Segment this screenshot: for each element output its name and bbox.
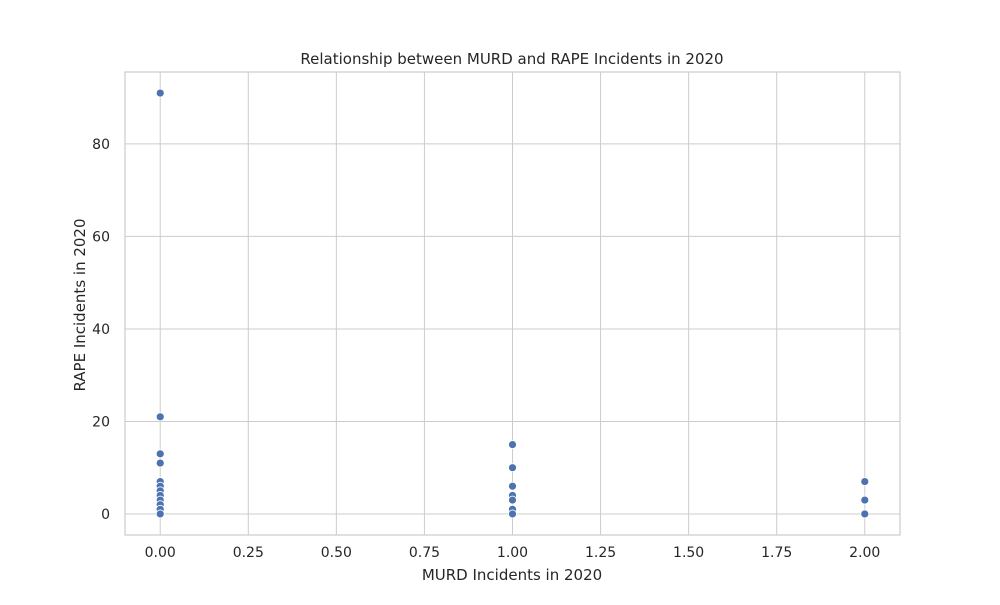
scatter-point (860, 477, 870, 486)
x-tick-label: 1.75 (761, 545, 792, 561)
scatter-point (860, 495, 870, 505)
scatter-point (508, 440, 517, 449)
x-tick-label: 0.25 (233, 545, 264, 561)
x-tick-label: 0.00 (145, 545, 176, 561)
y-tick-label: 80 (92, 137, 110, 153)
scatter-point (508, 463, 517, 473)
scatter-point (155, 509, 165, 519)
scatter-point (155, 88, 165, 98)
scatter-point (860, 509, 870, 519)
x-tick-label: 1.50 (673, 545, 704, 561)
y-tick-label: 20 (92, 414, 110, 430)
x-tick-label: 1.00 (497, 545, 528, 561)
scatter-point (155, 458, 165, 468)
x-tick-label: 2.00 (849, 545, 880, 561)
scatter-point (155, 449, 165, 459)
data-points (155, 88, 870, 519)
plot-frame (124, 71, 901, 536)
y-tick-label: 0 (101, 507, 110, 523)
scatter-point (508, 509, 517, 519)
y-tick-labels: 0 20 40 60 80 (92, 137, 110, 523)
y-tick-label: 60 (92, 229, 110, 245)
x-axis-label: MURD Incidents in 2020 (422, 566, 602, 584)
scatter-point (155, 412, 165, 422)
scatter-point (508, 481, 517, 491)
x-tick-label: 1.25 (585, 545, 616, 561)
x-tick-label: 0.50 (321, 545, 352, 561)
x-tick-label: 0.75 (409, 545, 440, 561)
grid (125, 72, 900, 535)
chart-title: Relationship between MURD and RAPE Incid… (300, 50, 723, 68)
scatter-point (508, 495, 517, 505)
y-tick-label: 40 (92, 322, 110, 338)
y-axis-label: RAPE Incidents in 2020 (71, 218, 89, 391)
x-tick-labels: 0.00 0.25 0.50 0.75 1.00 1.25 1.50 1.75 2.00 (145, 545, 881, 561)
